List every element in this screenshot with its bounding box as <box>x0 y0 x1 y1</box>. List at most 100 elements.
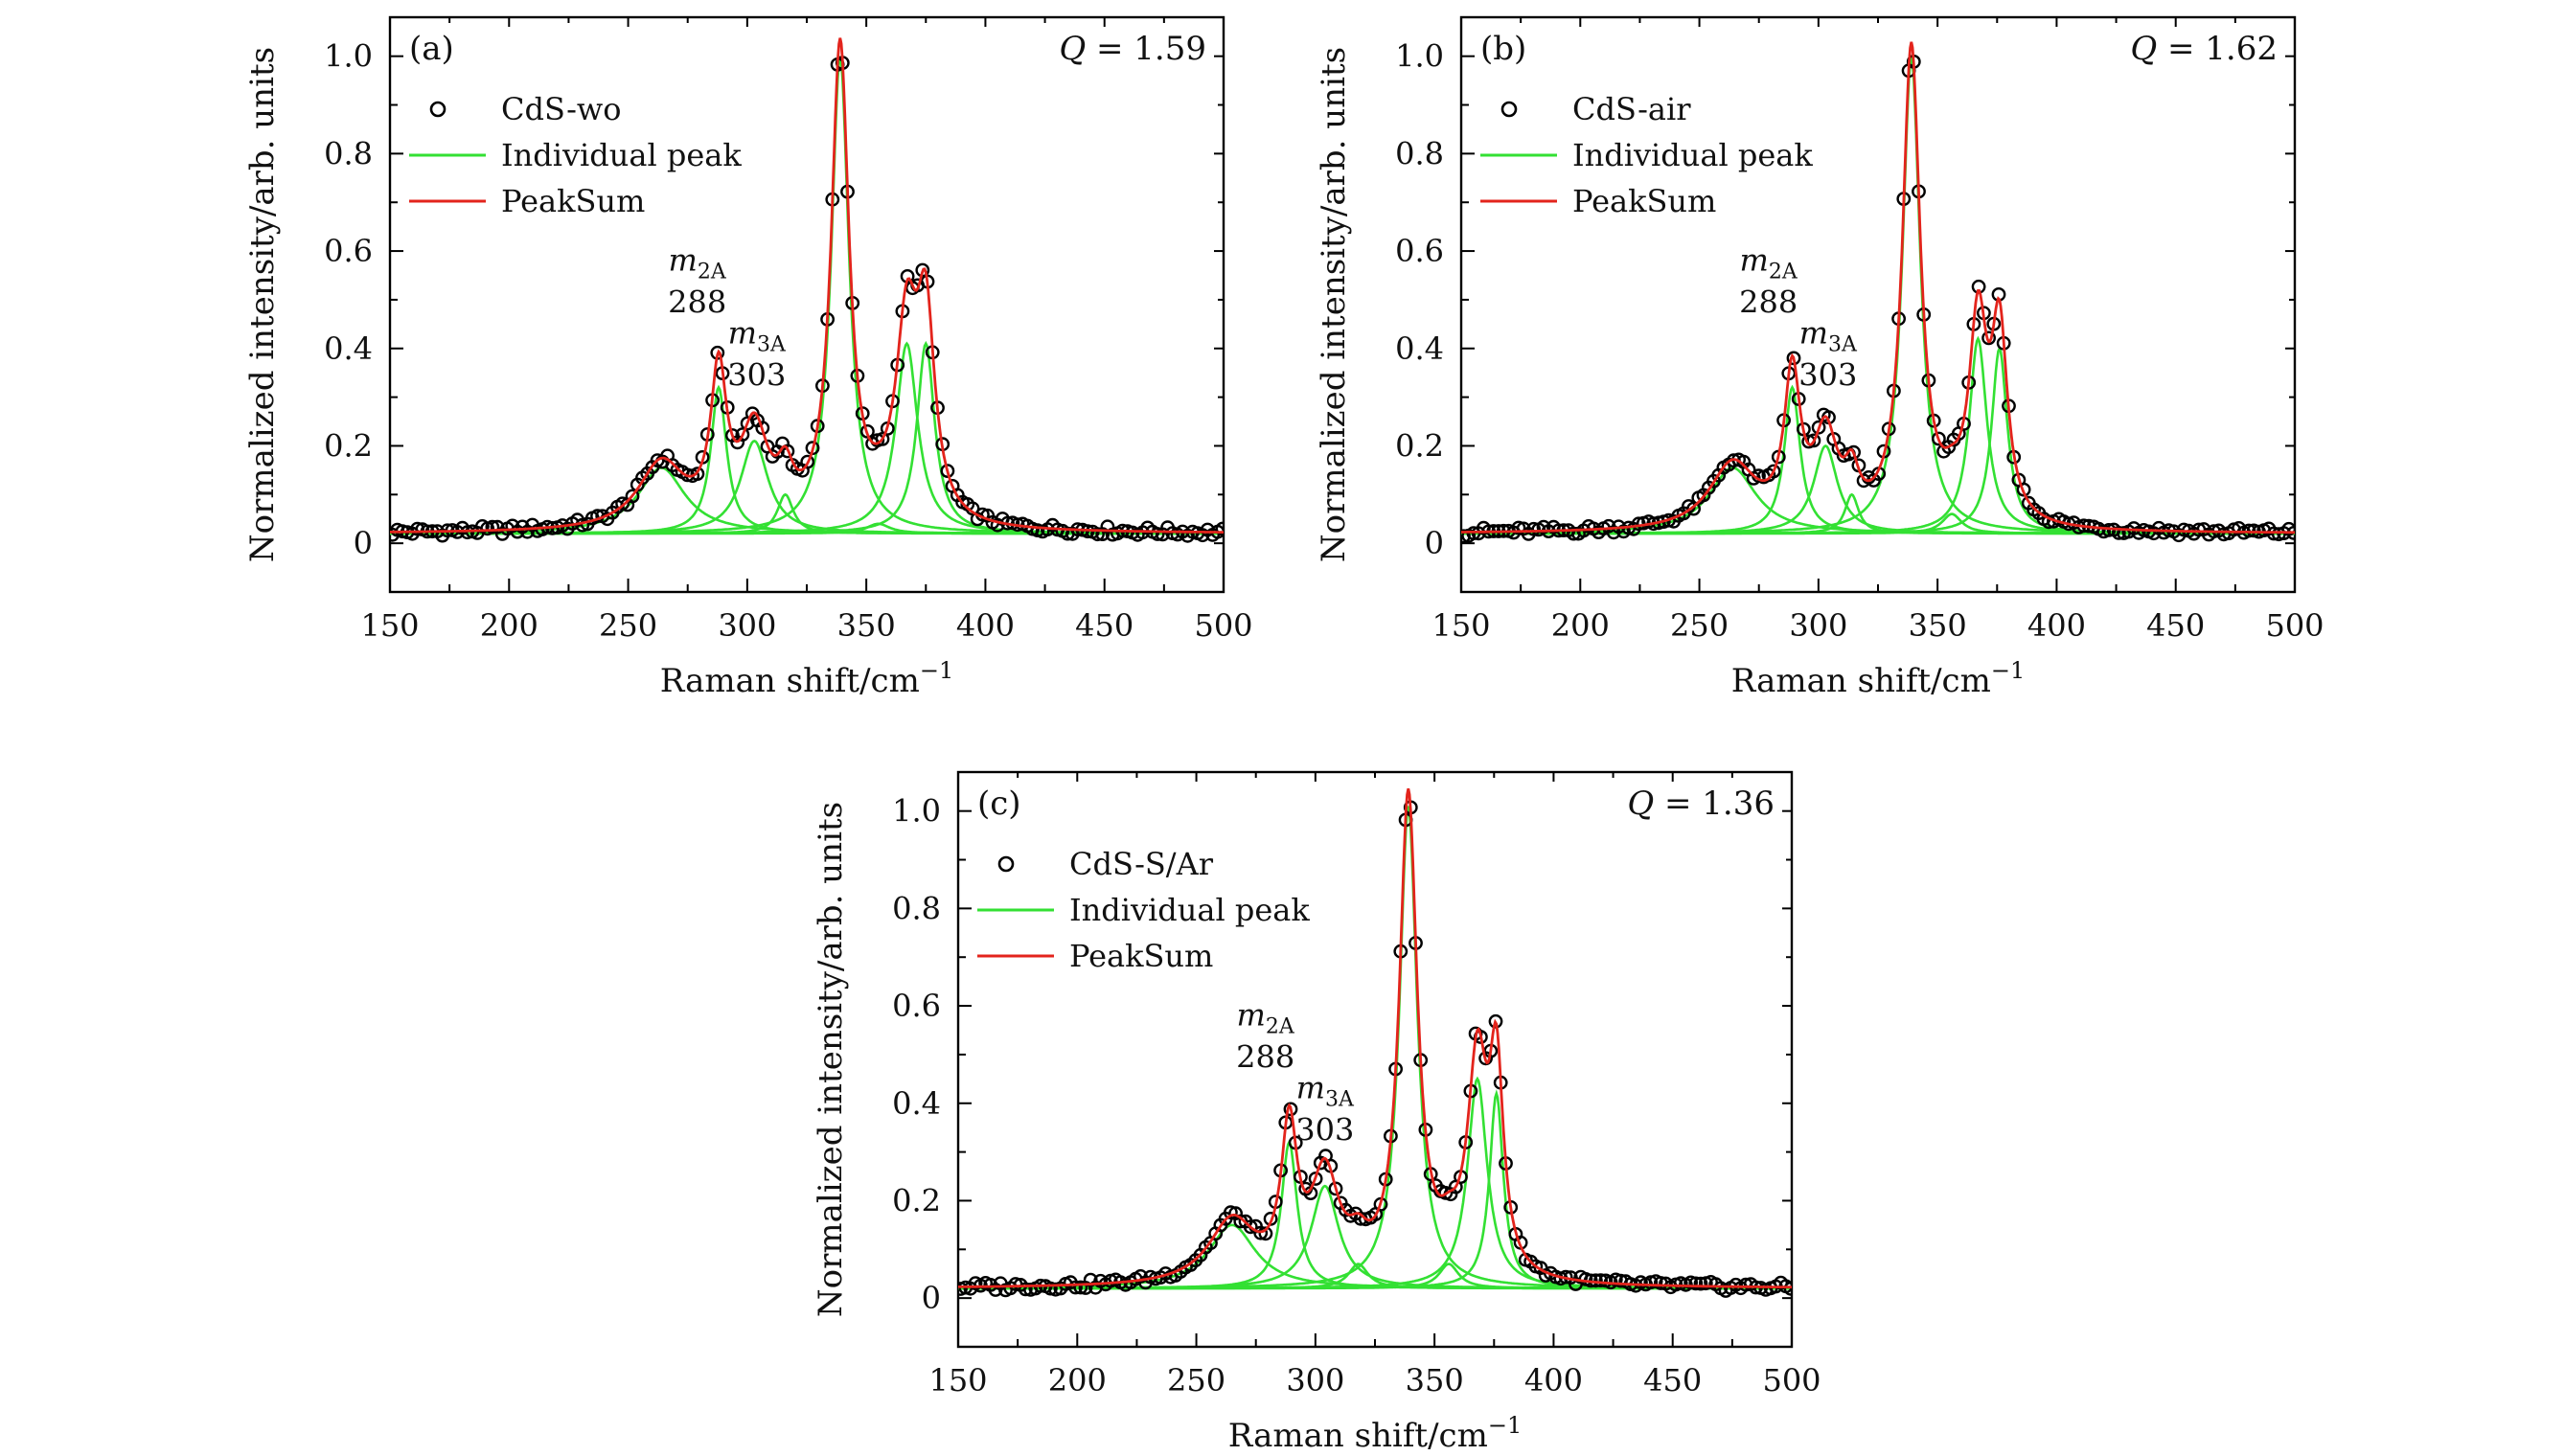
y-axis-label: Normalized intensity/arb. units <box>812 802 850 1317</box>
x-tick-label: 400 <box>956 607 1015 644</box>
x-tick-label: 450 <box>1643 1362 1702 1399</box>
peaksum-line <box>958 788 1792 1289</box>
annotation-value-303: 303 <box>1295 1112 1354 1149</box>
y-tick-label: 1.0 <box>892 793 941 830</box>
x-axis-label-sup: −1 <box>1991 657 2025 684</box>
q-value-label: Q = 1.36 <box>1627 785 1775 823</box>
data-point <box>1766 464 1781 479</box>
x-tick-label: 300 <box>1286 1362 1344 1399</box>
chart-panel-0: 150 200 250 300 350 400 450 500 0 0.2 0.4 0.6 0.8 1.0… <box>243 15 1253 700</box>
y-tick-label: 0.8 <box>324 135 373 171</box>
annotation-value-303: 303 <box>1798 357 1857 394</box>
annotation-value-303: 303 <box>727 357 786 394</box>
x-tick-label: 350 <box>837 607 896 644</box>
plot-area <box>1461 41 2295 544</box>
annotation-sub: 2A <box>1769 260 1798 284</box>
y-axis-label: Normalized intensity/arb. units <box>1315 47 1353 562</box>
data-point <box>1328 1181 1343 1196</box>
x-tick-label: 500 <box>2265 607 2324 644</box>
data-point <box>1215 521 1224 536</box>
panel-label: (b) <box>1480 30 1526 68</box>
plot-area <box>958 788 1792 1298</box>
data-point <box>1511 520 1526 535</box>
annotation-value-288: 288 <box>1236 1038 1294 1075</box>
individual-peak-7 <box>1461 345 2295 535</box>
x-tick-label: 450 <box>1075 607 1134 644</box>
q-value-label: Q = 1.62 <box>2130 30 2278 68</box>
legend-label-individual: Individual peak <box>1069 892 1310 928</box>
x-axis-label-sup: −1 <box>1488 1412 1522 1439</box>
legend-marker-data <box>429 101 447 118</box>
data-point <box>625 489 640 504</box>
q-value-label: Q = 1.59 <box>1059 30 1206 68</box>
annotation-var: m <box>1740 241 1769 278</box>
x-tick-label: 150 <box>360 607 419 644</box>
legend-marker-data <box>997 855 1015 873</box>
legend-label-individual: Individual peak <box>501 137 742 173</box>
individual-peak-1 <box>1461 384 2295 535</box>
legend-label-sample: CdS-air <box>1572 91 1691 127</box>
data-point <box>2111 526 2126 540</box>
annotation-mode-2a: m2A <box>1740 241 1798 284</box>
individual-peak-6 <box>390 341 1224 535</box>
x-axis-label: Raman shift/cm−1 <box>1731 657 2025 700</box>
data-point <box>1811 420 1826 435</box>
x-tick-label: 250 <box>1670 607 1729 644</box>
x-tick-label: 150 <box>928 1362 987 1399</box>
individual-peak-4 <box>390 56 1224 535</box>
annotation-var: m <box>1237 996 1266 1033</box>
x-tick-label: 200 <box>1048 1362 1107 1399</box>
data-point <box>1018 1282 1033 1297</box>
individual-peak-6 <box>1461 335 2295 535</box>
data-point <box>1932 431 1946 446</box>
y-tick-label: 0.6 <box>1395 233 1444 269</box>
individual-peak-0 <box>390 466 1224 535</box>
peaksum-line <box>1461 41 2295 535</box>
data-point <box>940 464 955 478</box>
annotation-mode-2a: m2A <box>669 241 727 284</box>
annotation-var: m <box>1799 315 1828 352</box>
annotation-value-288: 288 <box>1739 284 1798 320</box>
chart-panel-1: 150 200 250 300 350 400 450 500 0 0.2 0.4 0.6 0.8 1.0… <box>1315 15 2325 700</box>
legend-label-individual: Individual peak <box>1572 137 1813 173</box>
legend-label-peaksum: PeakSum <box>1572 183 1716 219</box>
annotation-sub: 3A <box>757 333 787 357</box>
legend-label-peaksum: PeakSum <box>1069 938 1213 974</box>
data-point <box>1243 1219 1258 1235</box>
x-tick-label: 500 <box>1194 607 1252 644</box>
data-point <box>1073 1280 1088 1295</box>
x-tick-label: 200 <box>1551 607 1610 644</box>
individual-peak-7 <box>958 1089 1792 1290</box>
x-tick-label: 500 <box>1762 1362 1821 1399</box>
individual-peak-1 <box>390 384 1224 535</box>
y-tick-label: 0 <box>1425 525 1444 561</box>
annotation-var: m <box>1296 1070 1325 1106</box>
y-tick-label: 0 <box>922 1280 941 1316</box>
annotation-sub: 2A <box>698 260 727 284</box>
plot-area <box>390 37 1224 543</box>
annotation-sub: 3A <box>1828 333 1858 357</box>
legend-label-sample: CdS-wo <box>501 91 622 127</box>
x-tick-label: 350 <box>1909 607 1967 644</box>
data-point <box>1068 1280 1083 1295</box>
y-tick-label: 1.0 <box>1395 38 1444 75</box>
data-point <box>485 519 500 535</box>
q-variable: Q <box>1059 30 1086 68</box>
panel-label: (c) <box>977 785 1021 823</box>
y-tick-label: 0.4 <box>892 1085 941 1122</box>
annotation-var: m <box>728 315 757 352</box>
annotation-sub: 2A <box>1266 1014 1295 1038</box>
data-point <box>1593 1273 1609 1288</box>
x-tick-label: 250 <box>1167 1362 1225 1399</box>
y-tick-label: 0.6 <box>324 233 373 269</box>
legend-marker-data <box>1500 101 1518 118</box>
individual-peak-6 <box>958 1076 1792 1290</box>
data-point <box>1693 1276 1708 1291</box>
legend-label-sample: CdS-S/Ar <box>1069 846 1214 882</box>
data-point <box>1686 501 1702 516</box>
annotation-mode-3a: m3A <box>728 315 787 357</box>
data-point <box>1150 527 1165 541</box>
x-tick-label: 300 <box>1789 607 1847 644</box>
data-point <box>1253 1225 1269 1240</box>
